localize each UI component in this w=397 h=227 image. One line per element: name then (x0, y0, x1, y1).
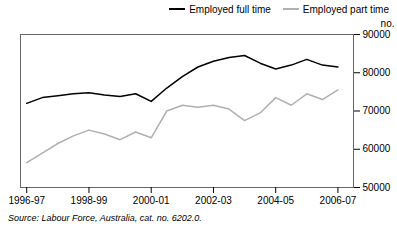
svg-text:70000: 70000 (363, 105, 391, 116)
svg-text:2000-01: 2000-01 (133, 195, 170, 206)
svg-text:60000: 60000 (363, 143, 391, 154)
svg-text:2004-05: 2004-05 (257, 195, 294, 206)
html-text:Source: Labour Force, Australi: Source: Labour Force, Australia, cat. no… (8, 213, 202, 223)
svg-text:2006-07: 2006-07 (320, 195, 357, 206)
svg-text:50000: 50000 (363, 182, 391, 193)
svg-text:1998-99: 1998-99 (71, 195, 108, 206)
html-text:Employed full time: Employed full time (189, 3, 271, 15)
html-text:Employed part time: Employed part time (302, 3, 389, 15)
svg-text:1996-97: 1996-97 (8, 195, 45, 206)
svg-text:90000: 90000 (363, 29, 391, 40)
svg-text:80000: 80000 (363, 67, 391, 78)
svg-text:2002-03: 2002-03 (195, 195, 232, 206)
svg-text:no.: no. (381, 18, 395, 29)
